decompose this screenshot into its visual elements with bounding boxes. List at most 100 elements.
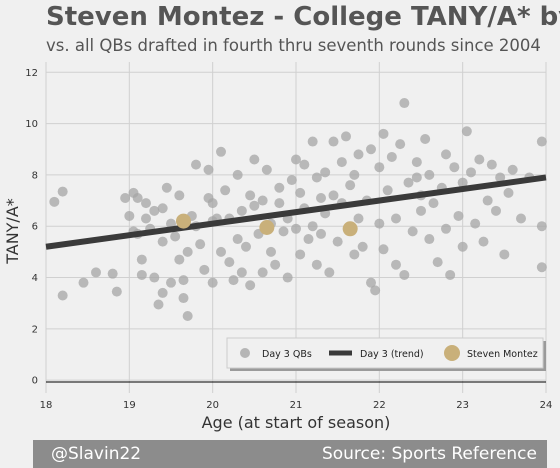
data-point [478,236,489,247]
data-point [491,205,501,216]
data-point [503,187,514,198]
data-point [291,223,301,234]
data-point [328,190,339,201]
data-point [195,239,206,250]
data-point [411,172,422,183]
x-tick-label: 21 [290,400,303,411]
data-point [303,234,314,245]
data-point [311,259,322,270]
data-point [274,182,285,193]
data-point [120,192,131,203]
data-point [311,172,322,183]
data-point [474,154,485,165]
data-point [457,177,468,188]
data-point [378,128,389,139]
data-point [499,249,510,260]
y-tick-label: 4 [32,273,38,284]
data-point [136,254,147,265]
data-point [486,159,497,170]
y-tick-label: 8 [32,170,38,181]
data-point [91,267,101,278]
data-point [174,190,185,201]
data-point [174,254,185,265]
footer-handle: @Slavin22 [51,444,142,464]
data-point [207,277,218,288]
data-point [232,169,243,180]
data-point [203,164,214,175]
montez-point [342,221,358,237]
data-point [420,133,431,144]
legend-marker-day3 [240,348,250,358]
data-point [170,231,181,242]
data-point [295,249,306,260]
data-point [395,139,406,150]
data-point [424,234,435,245]
data-point [374,218,385,229]
x-tick-labels: 18 19 20 21 22 23 24 [40,400,553,411]
data-point [307,136,318,147]
data-point [441,223,451,234]
legend-label-day3: Day 3 QBs [262,349,312,360]
data-point [320,167,331,178]
data-point [278,226,289,237]
x-tick-label: 23 [456,400,469,411]
data-point [257,195,268,206]
data-point [507,164,518,175]
data-point [157,203,168,214]
data-point [461,126,472,137]
data-point [345,180,356,191]
data-point [149,272,160,283]
data-point [236,267,247,278]
footer-source: Source: Sports Reference [321,444,537,464]
x-tick-label: 18 [40,400,53,411]
data-point [161,182,172,193]
x-axis-label: Age (at start of season) [202,413,391,432]
data-point [257,267,268,278]
data-point [149,205,160,216]
y-tick-label: 10 [25,119,38,130]
data-point [470,218,481,229]
data-point [316,192,326,203]
data-point [482,195,493,206]
data-point [153,299,164,310]
data-point [336,157,347,168]
data-point [386,151,397,162]
data-point [316,228,326,239]
data-point [295,187,306,198]
legend-marker-montez [444,345,460,361]
data-point [182,246,193,257]
y-tick-label: 12 [25,68,38,79]
legend-box [226,337,544,369]
data-point [403,177,414,188]
data-point [466,167,476,178]
data-point [291,154,301,165]
y-tick-label: 6 [32,222,38,233]
data-point [245,190,256,201]
data-point [324,267,335,278]
data-point [236,205,247,216]
data-point [536,221,547,232]
data-point [249,200,260,211]
data-point [516,213,526,224]
data-point [407,226,418,237]
data-point [266,246,276,257]
x-tick-label: 24 [540,400,553,411]
data-point [136,269,147,280]
x-tick-label: 19 [123,400,136,411]
data-point [282,272,293,283]
data-point [232,234,243,245]
data-point [141,198,151,209]
data-point [391,259,401,270]
legend-label-trend: Day 3 (trend) [360,349,424,360]
data-point [328,136,339,147]
montez-point [259,220,275,235]
data-point [57,186,68,197]
data-point [178,293,189,304]
data-point [191,159,201,170]
y-tick-label: 2 [32,324,38,335]
chart-legend: Day 3 QBs Day 3 (trend) Steven Montez [226,337,546,371]
data-point [124,210,135,221]
legend-label-montez: Steven Montez [467,349,538,360]
y-tick-label: 0 [32,376,38,387]
